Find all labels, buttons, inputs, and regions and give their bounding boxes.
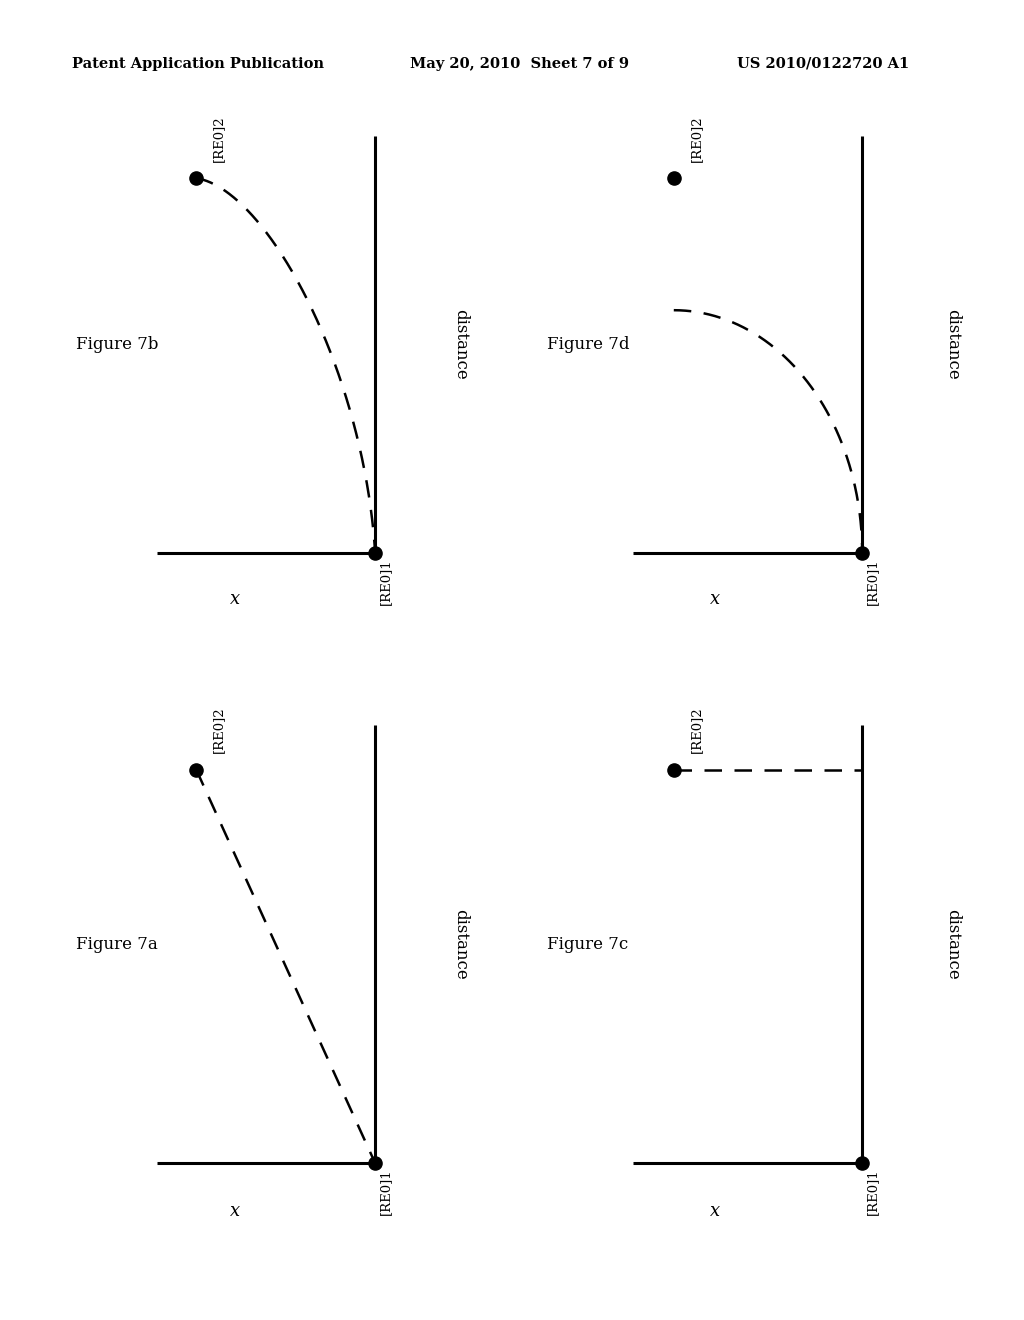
Text: Figure 7c: Figure 7c xyxy=(547,936,628,953)
Point xyxy=(367,1152,383,1173)
Text: x: x xyxy=(230,1203,241,1220)
Point xyxy=(188,759,205,780)
Text: [RE0]1: [RE0]1 xyxy=(379,1168,392,1216)
Point xyxy=(854,1152,870,1173)
Text: [RE0]1: [RE0]1 xyxy=(379,558,392,605)
Text: [RE0]2: [RE0]2 xyxy=(690,706,703,752)
Text: distance: distance xyxy=(944,909,961,979)
Point xyxy=(666,759,682,780)
Text: Figure 7a: Figure 7a xyxy=(76,936,158,953)
Point xyxy=(188,168,205,189)
Text: May 20, 2010  Sheet 7 of 9: May 20, 2010 Sheet 7 of 9 xyxy=(410,57,629,71)
Text: Patent Application Publication: Patent Application Publication xyxy=(72,57,324,71)
Text: [RE0]2: [RE0]2 xyxy=(690,116,703,162)
Text: distance: distance xyxy=(453,309,469,380)
Text: x: x xyxy=(710,1203,720,1220)
Text: distance: distance xyxy=(453,909,469,979)
Text: [RE0]1: [RE0]1 xyxy=(866,1168,880,1216)
Text: Figure 7b: Figure 7b xyxy=(76,337,158,352)
Text: x: x xyxy=(710,590,720,609)
Point xyxy=(666,168,682,189)
Point xyxy=(854,543,870,564)
Text: distance: distance xyxy=(944,309,961,380)
Text: [RE0]2: [RE0]2 xyxy=(212,706,224,752)
Text: US 2010/0122720 A1: US 2010/0122720 A1 xyxy=(737,57,909,71)
Text: x: x xyxy=(230,590,241,609)
Text: [RE0]1: [RE0]1 xyxy=(866,558,880,605)
Point xyxy=(367,543,383,564)
Text: [RE0]2: [RE0]2 xyxy=(212,116,224,162)
Text: Figure 7d: Figure 7d xyxy=(547,337,630,352)
